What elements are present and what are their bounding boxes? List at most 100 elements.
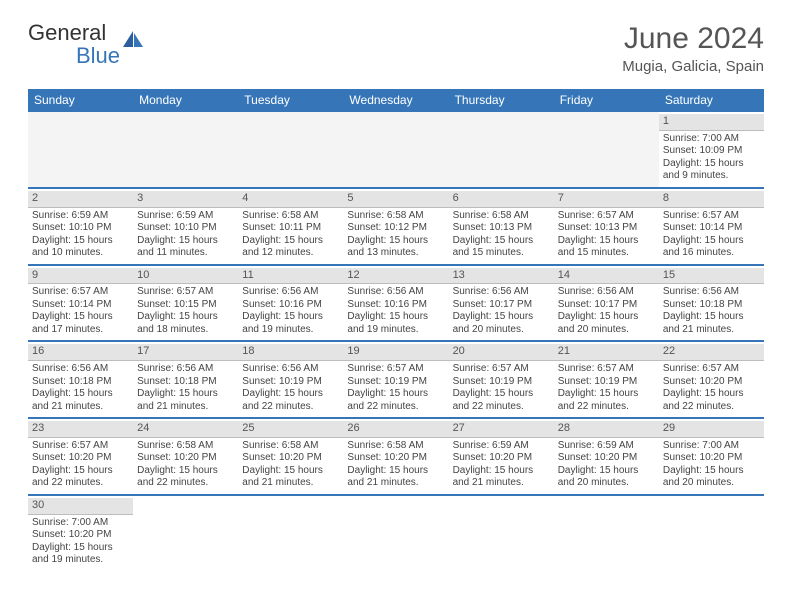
day-number: 22 xyxy=(659,344,764,361)
sunset-line: Sunset: 10:14 PM xyxy=(663,222,760,235)
day-cell: 9Sunrise: 6:57 AMSunset: 10:14 PMDayligh… xyxy=(28,265,133,342)
daylight-line: Daylight: 15 hours and 17 minutes. xyxy=(32,311,129,336)
title-block: June 2024 Mugia, Galicia, Spain xyxy=(622,22,764,75)
weekday-row: Sunday Monday Tuesday Wednesday Thursday… xyxy=(28,89,764,112)
sunset-line: Sunset: 10:17 PM xyxy=(558,299,655,312)
empty-cell xyxy=(449,495,554,571)
sunset-line: Sunset: 10:12 PM xyxy=(347,222,444,235)
sunset-line: Sunset: 10:20 PM xyxy=(663,452,760,465)
sunrise-line: Sunrise: 6:57 AM xyxy=(663,210,760,223)
sunrise-line: Sunrise: 6:58 AM xyxy=(347,210,444,223)
day-cell: 17Sunrise: 6:56 AMSunset: 10:18 PMDaylig… xyxy=(133,341,238,418)
day-cell: 3Sunrise: 6:59 AMSunset: 10:10 PMDayligh… xyxy=(133,188,238,265)
sunrise-line: Sunrise: 6:59 AM xyxy=(137,210,234,223)
day-number: 24 xyxy=(133,421,238,438)
sunset-line: Sunset: 10:19 PM xyxy=(242,376,339,389)
sunrise-line: Sunrise: 6:58 AM xyxy=(347,440,444,453)
day-number: 18 xyxy=(238,344,343,361)
daylight-line: Daylight: 15 hours and 20 minutes. xyxy=(558,465,655,490)
sunset-line: Sunset: 10:14 PM xyxy=(32,299,129,312)
week-row: 1Sunrise: 7:00 AMSunset: 10:09 PMDayligh… xyxy=(28,112,764,188)
sunrise-line: Sunrise: 6:56 AM xyxy=(453,286,550,299)
empty-cell xyxy=(343,495,448,571)
sunrise-line: Sunrise: 6:59 AM xyxy=(32,210,129,223)
month-title: June 2024 xyxy=(622,22,764,56)
day-cell: 11Sunrise: 6:56 AMSunset: 10:16 PMDaylig… xyxy=(238,265,343,342)
weekday-header: Monday xyxy=(133,89,238,112)
sunrise-line: Sunrise: 6:56 AM xyxy=(242,286,339,299)
day-cell: 4 Sunrise: 6:58 AMSunset: 10:11 PMDayligh… xyxy=(238,188,343,265)
day-cell: 26Sunrise: 6:58 AMSunset: 10:20 PMDaylig… xyxy=(343,418,448,495)
day-cell: 22Sunrise: 6:57 AMSunset: 10:20 PMDaylig… xyxy=(659,341,764,418)
sunset-line: Sunset: 10:19 PM xyxy=(453,376,550,389)
daylight-line: Daylight: 15 hours and 22 minutes. xyxy=(663,388,760,413)
sunrise-line: Sunrise: 6:57 AM xyxy=(347,363,444,376)
day-cell: 1Sunrise: 7:00 AMSunset: 10:09 PMDayligh… xyxy=(659,112,764,188)
sunset-line: Sunset: 10:20 PM xyxy=(347,452,444,465)
sunrise-line: Sunrise: 6:57 AM xyxy=(453,363,550,376)
sunset-line: Sunset: 10:16 PM xyxy=(347,299,444,312)
day-number: 15 xyxy=(659,268,764,285)
sunset-line: Sunset: 10:13 PM xyxy=(453,222,550,235)
empty-cell xyxy=(449,112,554,188)
sunset-line: Sunset: 10:13 PM xyxy=(558,222,655,235)
sunrise-line: Sunrise: 6:57 AM xyxy=(558,363,655,376)
day-number: 7 xyxy=(554,191,659,208)
logo-word1: General xyxy=(28,20,106,45)
sunset-line: Sunset: 10:15 PM xyxy=(137,299,234,312)
sunset-line: Sunset: 10:10 PM xyxy=(32,222,129,235)
week-row: 23Sunrise: 6:57 AMSunset: 10:20 PMDaylig… xyxy=(28,418,764,495)
sail-icon xyxy=(122,30,144,48)
week-row: 2Sunrise: 6:59 AMSunset: 10:10 PMDayligh… xyxy=(28,188,764,265)
sunset-line: Sunset: 10:20 PM xyxy=(137,452,234,465)
day-number: 28 xyxy=(554,421,659,438)
sunrise-line: Sunrise: 6:57 AM xyxy=(32,286,129,299)
sunset-line: Sunset: 10:20 PM xyxy=(32,529,129,542)
header: General Blue June 2024 Mugia, Galicia, S… xyxy=(28,22,764,75)
sunrise-line: Sunrise: 7:00 AM xyxy=(32,517,129,530)
sunrise-line: Sunrise: 6:56 AM xyxy=(663,286,760,299)
sunrise-line: Sunrise: 7:00 AM xyxy=(663,440,760,453)
sunset-line: Sunset: 10:16 PM xyxy=(242,299,339,312)
sunrise-line: Sunrise: 6:59 AM xyxy=(453,440,550,453)
sunrise-line: Sunrise: 6:58 AM xyxy=(242,210,339,223)
day-cell: 12Sunrise: 6:56 AMSunset: 10:16 PMDaylig… xyxy=(343,265,448,342)
sunset-line: Sunset: 10:20 PM xyxy=(242,452,339,465)
day-number: 13 xyxy=(449,268,554,285)
day-number: 29 xyxy=(659,421,764,438)
day-number: 20 xyxy=(449,344,554,361)
day-cell: 6Sunrise: 6:58 AMSunset: 10:13 PMDayligh… xyxy=(449,188,554,265)
day-number: 9 xyxy=(28,268,133,285)
daylight-line: Daylight: 15 hours and 16 minutes. xyxy=(663,235,760,260)
day-number: 10 xyxy=(133,268,238,285)
sunset-line: Sunset: 10:11 PM xyxy=(242,222,339,235)
day-cell: 27Sunrise: 6:59 AMSunset: 10:20 PMDaylig… xyxy=(449,418,554,495)
daylight-line: Daylight: 15 hours and 21 minutes. xyxy=(453,465,550,490)
daylight-line: Daylight: 15 hours and 15 minutes. xyxy=(453,235,550,260)
sunrise-line: Sunrise: 7:00 AM xyxy=(663,133,760,146)
sunrise-line: Sunrise: 6:56 AM xyxy=(32,363,129,376)
day-cell: 30Sunrise: 7:00 AMSunset: 10:20 PMDaylig… xyxy=(28,495,133,571)
daylight-line: Daylight: 15 hours and 12 minutes. xyxy=(242,235,339,260)
empty-cell xyxy=(554,112,659,188)
day-number: 16 xyxy=(28,344,133,361)
day-number: 3 xyxy=(133,191,238,208)
daylight-line: Daylight: 15 hours and 9 minutes. xyxy=(663,158,760,183)
sunrise-line: Sunrise: 6:56 AM xyxy=(137,363,234,376)
daylight-line: Daylight: 15 hours and 22 minutes. xyxy=(32,465,129,490)
empty-cell xyxy=(343,112,448,188)
day-cell: 23Sunrise: 6:57 AMSunset: 10:20 PMDaylig… xyxy=(28,418,133,495)
daylight-line: Daylight: 15 hours and 22 minutes. xyxy=(558,388,655,413)
empty-cell xyxy=(554,495,659,571)
day-number: 30 xyxy=(28,498,133,515)
day-cell: 13Sunrise: 6:56 AMSunset: 10:17 PMDaylig… xyxy=(449,265,554,342)
day-number: 11 xyxy=(238,268,343,285)
daylight-line: Daylight: 15 hours and 22 minutes. xyxy=(242,388,339,413)
day-number: 12 xyxy=(343,268,448,285)
sunrise-line: Sunrise: 6:57 AM xyxy=(558,210,655,223)
weekday-header: Friday xyxy=(554,89,659,112)
sunrise-line: Sunrise: 6:57 AM xyxy=(663,363,760,376)
day-number: 4 xyxy=(238,191,343,208)
daylight-line: Daylight: 15 hours and 21 minutes. xyxy=(347,465,444,490)
empty-cell xyxy=(28,112,133,188)
